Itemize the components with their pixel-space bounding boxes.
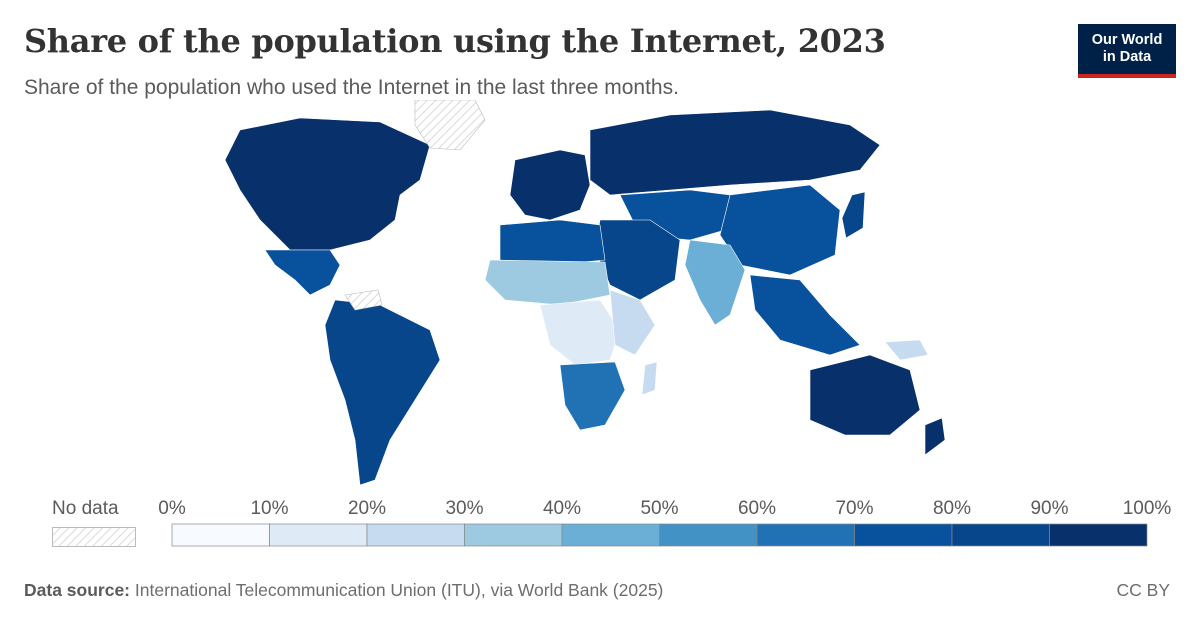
map-region-new-zealand[interactable] xyxy=(924,417,946,456)
legend-bin[interactable] xyxy=(269,523,368,547)
legend-bin[interactable] xyxy=(854,523,953,547)
logo-line-1: Our World xyxy=(1091,32,1163,48)
map-region-east-africa[interactable] xyxy=(609,289,656,356)
license-label[interactable]: CC BY xyxy=(1116,580,1170,600)
legend-bin[interactable] xyxy=(561,523,660,547)
legend-tick-label: 50% xyxy=(640,498,678,519)
data-source: Data source: International Telecommunica… xyxy=(24,580,663,601)
map-region-southern-africa[interactable] xyxy=(559,361,626,431)
legend-tick-label: 0% xyxy=(158,498,186,519)
legend-tick-label: 70% xyxy=(835,498,873,519)
legend-tick-label: 20% xyxy=(348,498,386,519)
chart-subtitle: Share of the population who used the Int… xyxy=(24,76,679,99)
map-region-sahel[interactable] xyxy=(484,259,611,306)
legend-tick-label: 40% xyxy=(543,498,581,519)
legend-tick-label: 80% xyxy=(933,498,971,519)
owid-logo[interactable]: Our World in Data xyxy=(1078,24,1176,78)
legend-bin[interactable] xyxy=(171,523,270,547)
world-map xyxy=(224,100,946,486)
legend-tick-label: 90% xyxy=(1030,498,1068,519)
map-region-central-africa[interactable] xyxy=(539,299,621,366)
map-region-madagascar[interactable] xyxy=(641,361,658,396)
color-legend: 0% 10% 20% 30% 40% 50% 60% 70% 80% 90% 100% xyxy=(158,498,1172,547)
map-region-venezuela-no-data[interactable] xyxy=(344,289,383,311)
map-region-western-europe[interactable] xyxy=(509,149,591,221)
legend-bin[interactable] xyxy=(756,523,855,547)
legend-bin[interactable] xyxy=(659,523,758,547)
map-region-north-africa[interactable] xyxy=(499,219,606,266)
map-region-papua-new-guinea[interactable] xyxy=(884,339,929,361)
legend-bin[interactable] xyxy=(951,523,1050,547)
no-data-label: No data xyxy=(52,498,119,519)
legend-bin[interactable] xyxy=(464,523,563,547)
map-region-south-asia[interactable] xyxy=(684,239,746,326)
map-region-russia[interactable] xyxy=(589,109,881,196)
legend-bin[interactable] xyxy=(1049,523,1148,547)
legend-tick-label: 10% xyxy=(250,498,288,519)
map-region-central-america[interactable] xyxy=(264,249,341,296)
no-data-swatch xyxy=(52,527,136,547)
logo-line-2: in Data xyxy=(1102,49,1152,65)
legend-tick-label: 60% xyxy=(738,498,776,519)
data-source-label: Data source: xyxy=(24,580,131,600)
data-source-text: International Telecommunication Union (I… xyxy=(134,580,664,600)
legend-tick-label: 100% xyxy=(1123,498,1172,519)
map-region-southeast-asia[interactable] xyxy=(749,274,861,356)
map-region-japan[interactable] xyxy=(841,191,866,239)
map-region-south-america[interactable] xyxy=(324,299,441,486)
legend-bin[interactable] xyxy=(366,523,465,547)
chart-title: Share of the population using the Intern… xyxy=(24,22,886,60)
legend-tick-label: 30% xyxy=(445,498,483,519)
map-region-greenland-no-data[interactable] xyxy=(414,100,486,151)
map-region-china[interactable] xyxy=(719,184,841,276)
map-region-north-america[interactable] xyxy=(224,117,431,251)
map-region-australia[interactable] xyxy=(809,354,921,436)
